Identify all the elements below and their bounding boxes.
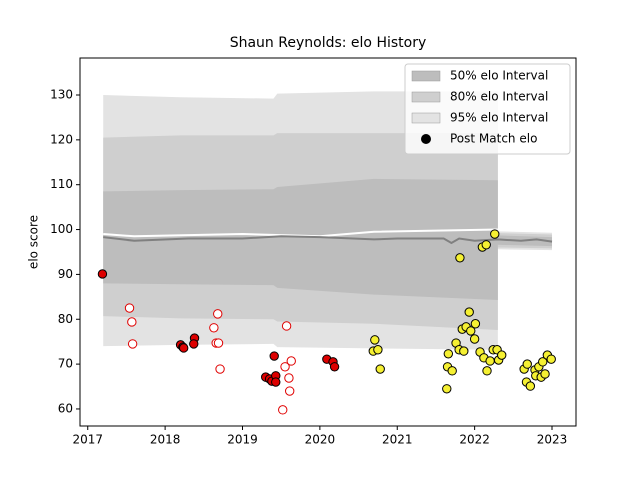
match-point [284, 373, 294, 383]
match-point [375, 364, 385, 374]
match-point [370, 335, 380, 345]
y-tick-label: 100 [50, 222, 73, 236]
y-tick-label: 120 [50, 132, 73, 146]
match-point [127, 317, 137, 327]
match-point [269, 351, 279, 361]
match-point [280, 362, 290, 372]
y-tick-label: 130 [50, 88, 73, 102]
match-point [209, 323, 219, 333]
match-point [459, 346, 469, 356]
legend-label: 50% elo Interval [450, 69, 548, 83]
match-point [178, 343, 189, 353]
match-point [490, 229, 500, 239]
match-point [284, 386, 295, 396]
match-point [442, 384, 452, 394]
match-point [447, 366, 457, 376]
match-point [522, 359, 532, 369]
match-point [469, 334, 480, 344]
legend-label: 95% elo Interval [450, 111, 548, 125]
match-point [215, 364, 225, 374]
x-tick-label: 2018 [150, 433, 181, 447]
match-point [497, 350, 507, 360]
y-axis-label: elo score [27, 215, 41, 269]
match-point [455, 253, 465, 263]
match-point [485, 356, 495, 366]
match-point [213, 309, 223, 319]
y-tick-label: 80 [58, 312, 73, 326]
match-point [481, 240, 491, 250]
x-tick-label: 2021 [382, 433, 413, 447]
y-tick-label: 110 [50, 177, 73, 191]
match-point [464, 307, 474, 317]
x-tick-label: 2022 [459, 433, 490, 447]
match-point [286, 356, 296, 366]
match-point [466, 326, 476, 336]
chart-title: Shaun Reynolds: elo History [230, 35, 427, 51]
x-tick-label: 2019 [227, 433, 258, 447]
match-point [546, 354, 556, 364]
legend-swatch [411, 91, 441, 103]
match-point [124, 303, 135, 313]
x-tick-label: 2023 [537, 433, 568, 447]
legend-swatch [411, 70, 441, 82]
legend-label: 80% elo Interval [450, 90, 548, 104]
match-point [189, 339, 199, 349]
x-tick-label: 2017 [72, 433, 103, 447]
y-tick-label: 70 [58, 357, 73, 371]
match-point [525, 381, 536, 391]
match-point [127, 339, 138, 349]
match-point [482, 366, 492, 376]
match-point [470, 319, 481, 329]
legend-label: Post Match elo [450, 132, 537, 146]
y-tick-label: 90 [58, 267, 73, 281]
match-point [538, 357, 548, 367]
match-point [213, 338, 224, 348]
match-point [281, 321, 292, 331]
match-point [271, 377, 281, 387]
interval-band [103, 178, 553, 300]
match-point [278, 405, 288, 415]
match-point [329, 362, 340, 372]
axes-frame [79, 57, 577, 427]
x-tick-label: 2020 [305, 433, 336, 447]
match-point [540, 369, 550, 379]
match-point [373, 345, 383, 355]
match-point [97, 269, 108, 279]
legend-marker [421, 134, 431, 144]
y-tick-label: 60 [58, 401, 73, 415]
elo-line [103, 235, 553, 245]
elo-line [103, 228, 498, 238]
match-point [443, 349, 454, 359]
legend-box [404, 63, 571, 155]
legend-swatch [411, 112, 441, 124]
